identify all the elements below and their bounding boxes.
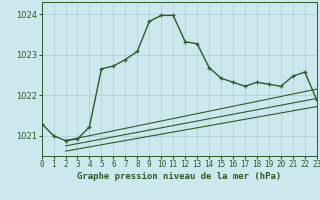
X-axis label: Graphe pression niveau de la mer (hPa): Graphe pression niveau de la mer (hPa) (77, 172, 281, 181)
